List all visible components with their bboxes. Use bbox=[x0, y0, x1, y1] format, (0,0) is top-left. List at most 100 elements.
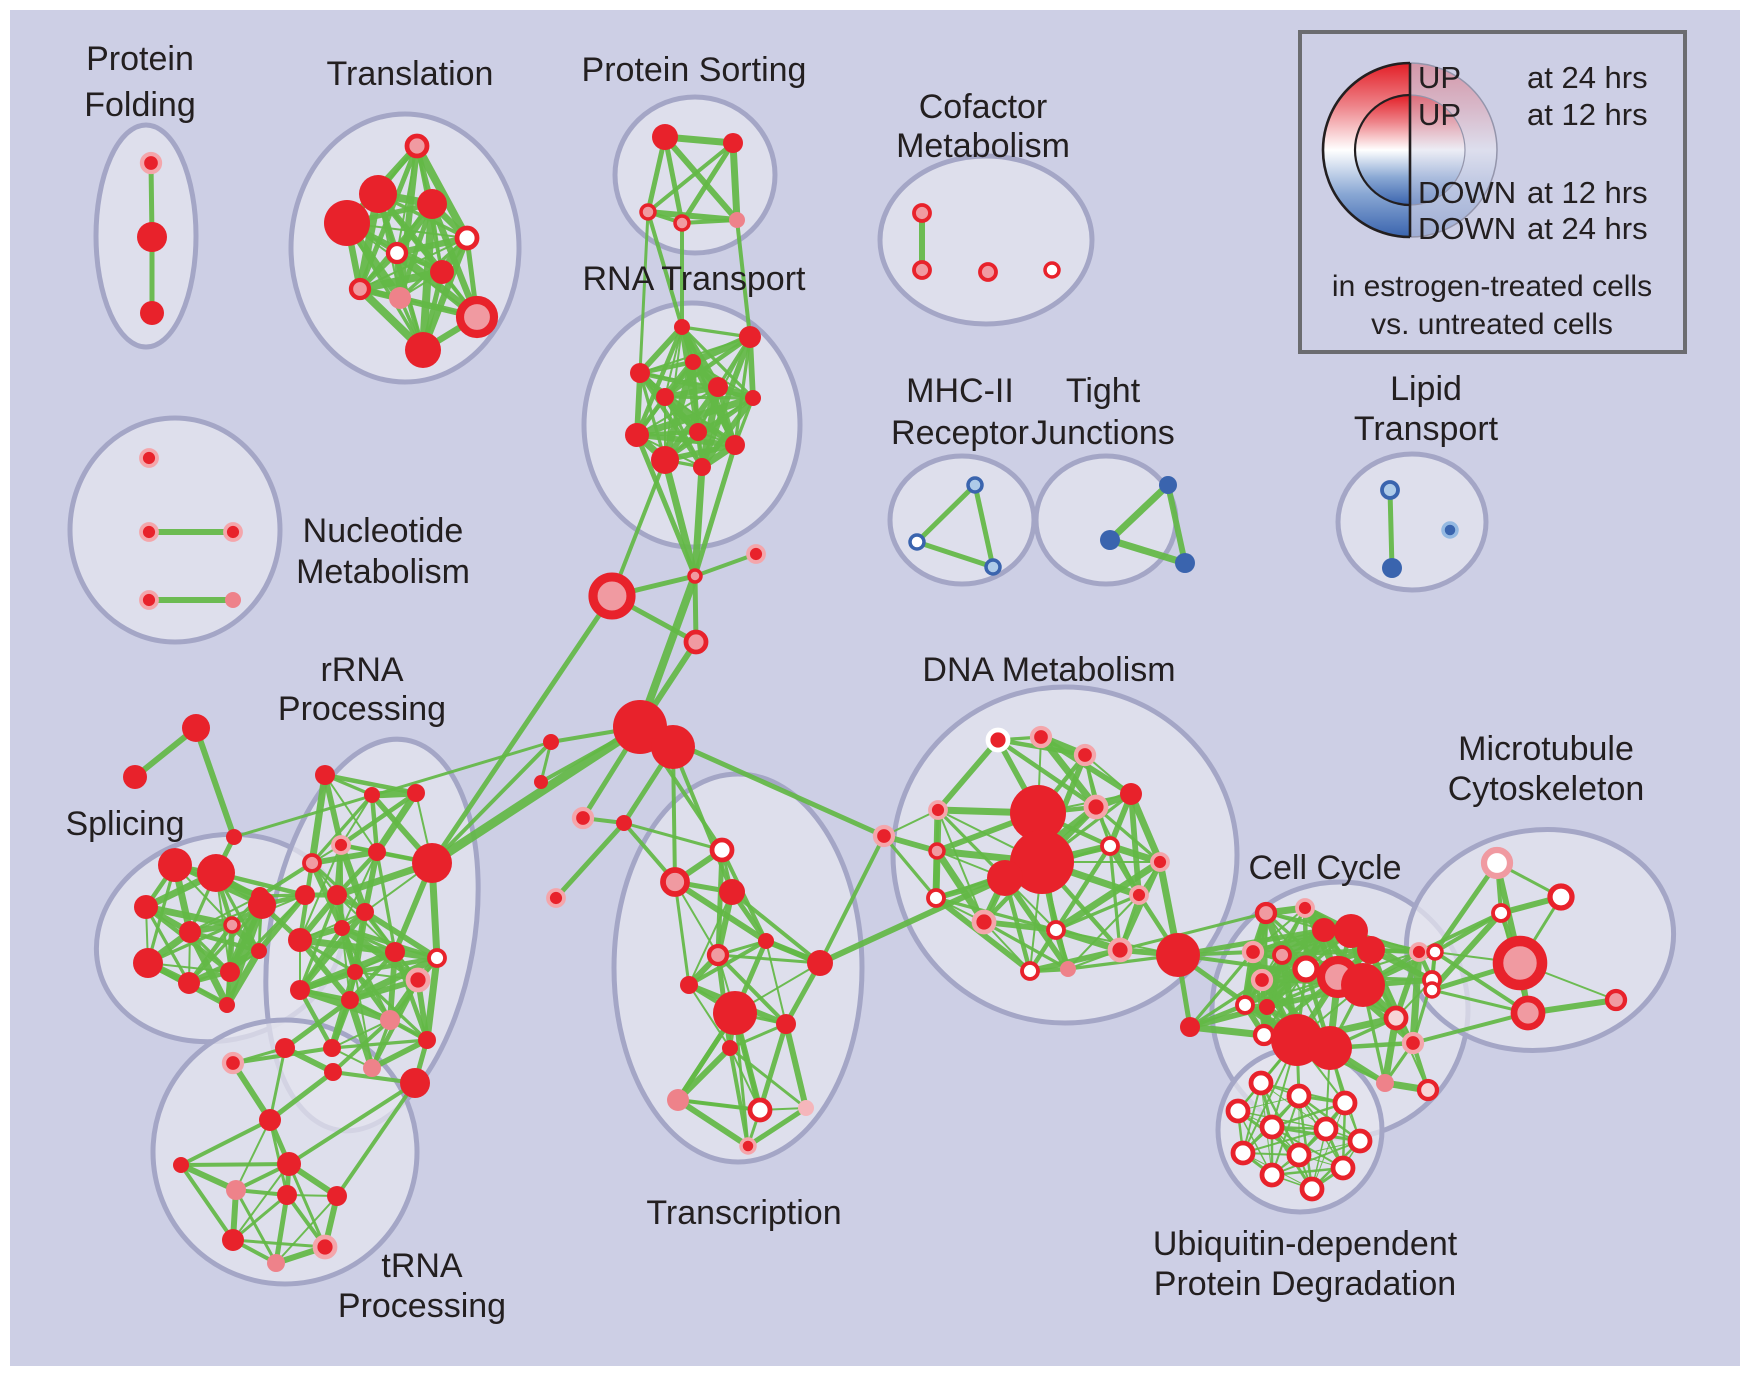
cluster-label-dna: DNA Metabolism bbox=[922, 651, 1175, 689]
edge bbox=[275, 1195, 338, 1264]
legend-caption-line1: in estrogen-treated cells bbox=[1332, 270, 1652, 303]
node bbox=[534, 775, 548, 789]
node bbox=[1409, 942, 1429, 962]
edge bbox=[675, 1045, 733, 1103]
node bbox=[651, 446, 679, 474]
cluster-label-cf: Cofactor Metabolism bbox=[896, 88, 1070, 165]
edge bbox=[230, 1060, 273, 1123]
edge bbox=[1270, 1101, 1347, 1129]
edge bbox=[673, 880, 691, 987]
node bbox=[327, 885, 347, 905]
node bbox=[1259, 999, 1275, 1015]
edge bbox=[369, 1037, 430, 1071]
edge bbox=[331, 1018, 392, 1074]
node bbox=[685, 354, 701, 370]
node bbox=[259, 1109, 281, 1131]
edge bbox=[662, 134, 740, 223]
node bbox=[1020, 961, 1040, 981]
edge bbox=[716, 953, 788, 1026]
edge bbox=[179, 1163, 235, 1242]
edge bbox=[324, 774, 378, 853]
node bbox=[334, 920, 350, 936]
edge bbox=[662, 134, 685, 226]
node bbox=[1156, 933, 1200, 977]
edge bbox=[1053, 843, 1113, 933]
edge bbox=[882, 834, 938, 900]
node bbox=[1547, 883, 1575, 911]
node bbox=[1480, 846, 1514, 880]
edge bbox=[282, 997, 353, 1051]
edge bbox=[1311, 1102, 1346, 1190]
edge bbox=[693, 552, 758, 578]
edge bbox=[423, 954, 441, 1044]
node bbox=[630, 363, 650, 383]
node bbox=[673, 214, 691, 232]
node bbox=[1423, 981, 1441, 999]
edge bbox=[267, 1069, 336, 1123]
edge bbox=[783, 1021, 809, 1111]
cluster-label-mt: Microtubule Cytoskeleton bbox=[1448, 730, 1645, 808]
node bbox=[729, 212, 745, 228]
node bbox=[680, 976, 698, 994]
edge bbox=[1186, 1023, 1268, 1039]
edge bbox=[661, 456, 699, 580]
edge bbox=[728, 1046, 750, 1148]
node bbox=[776, 1014, 796, 1034]
node bbox=[1308, 1026, 1352, 1070]
label-layer: Protein Folding Translation Protein Sorting… bbox=[65, 40, 1644, 1325]
edge bbox=[1432, 860, 1500, 955]
cluster-label-mhc: MHC-II Receptor bbox=[891, 372, 1029, 452]
node bbox=[275, 1038, 295, 1058]
node bbox=[288, 928, 312, 952]
edge bbox=[817, 875, 1008, 966]
edge bbox=[995, 737, 1099, 810]
edge bbox=[234, 1188, 278, 1265]
node bbox=[706, 943, 730, 967]
node bbox=[739, 1137, 757, 1155]
node bbox=[1441, 521, 1459, 539]
legend-down12-time: at 12 hrs bbox=[1527, 175, 1648, 210]
node bbox=[427, 948, 447, 968]
node bbox=[758, 933, 774, 949]
node bbox=[723, 133, 743, 153]
node bbox=[324, 1063, 342, 1081]
node bbox=[1383, 1005, 1409, 1031]
edge bbox=[1054, 893, 1141, 932]
node bbox=[405, 967, 431, 993]
edge bbox=[935, 737, 1001, 813]
node bbox=[1250, 968, 1274, 992]
node bbox=[173, 1157, 189, 1173]
edge bbox=[716, 953, 822, 965]
edge bbox=[330, 1038, 429, 1050]
edge bbox=[413, 142, 471, 242]
node bbox=[1313, 1116, 1339, 1142]
edge bbox=[729, 139, 741, 224]
node bbox=[798, 1100, 814, 1116]
edge bbox=[1106, 536, 1189, 567]
node bbox=[179, 921, 201, 943]
edge bbox=[1297, 1094, 1314, 1191]
node bbox=[347, 964, 363, 980]
edge bbox=[637, 370, 705, 470]
edge bbox=[375, 850, 397, 954]
edge bbox=[765, 940, 787, 1025]
node bbox=[660, 867, 690, 897]
node bbox=[872, 824, 896, 848]
node bbox=[1272, 945, 1292, 965]
edge bbox=[297, 925, 345, 993]
edge bbox=[223, 901, 266, 1009]
node bbox=[1299, 1176, 1325, 1202]
edge bbox=[1027, 947, 1123, 974]
node bbox=[908, 533, 926, 551]
edge bbox=[675, 1097, 751, 1149]
cluster-label-ps: Protein Sorting bbox=[582, 51, 807, 89]
node bbox=[407, 784, 425, 802]
edge bbox=[680, 325, 752, 339]
node bbox=[693, 458, 711, 476]
legend-divider-inner-arc bbox=[1353, 93, 1411, 207]
legend-up24-label: UP bbox=[1418, 60, 1461, 95]
node bbox=[683, 629, 709, 655]
edge bbox=[1165, 482, 1188, 566]
edge bbox=[728, 1046, 808, 1110]
